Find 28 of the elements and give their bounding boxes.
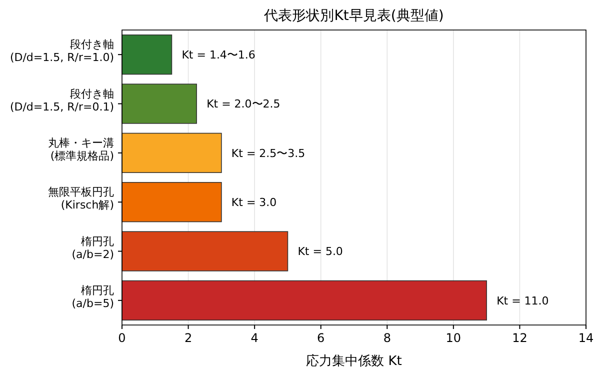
y-tick-label: 楕円孔 (a/b=5) (72, 284, 114, 310)
y-tick-label: 丸棒・キー溝 (標準規格品) (48, 136, 114, 162)
data-label: Kt = 2.0〜2.5 (206, 98, 280, 111)
x-tick-label: 6 (317, 331, 325, 345)
y-tick-label: 無限平板円孔 (Kirsch解) (48, 186, 114, 212)
bar (122, 34, 172, 75)
x-tick-label: 0 (118, 331, 126, 345)
chart-title: 代表形状別Kt早見表(典型値) (263, 8, 444, 24)
y-tick-label: 段付き軸 (D/d=1.5, R/r=0.1) (10, 87, 114, 114)
x-tick-label: 4 (250, 331, 258, 345)
bar (122, 231, 288, 272)
bar (122, 132, 222, 173)
bar (122, 280, 487, 320)
data-label: Kt = 2.5〜3.5 (231, 146, 306, 160)
x-axis-title: 応力集中係数 Kt (306, 353, 402, 369)
data-label: Kt = 5.0 (298, 245, 343, 258)
x-tick-label: 2 (184, 331, 192, 345)
bar (122, 182, 222, 222)
data-label: Kt = 3.0 (231, 196, 277, 209)
x-tick-label: 12 (512, 331, 528, 345)
x-tick-label: 14 (578, 331, 594, 345)
data-label: Kt = 11.0 (496, 294, 549, 308)
y-tick-label: 楕円孔 (a/b=2) (72, 234, 114, 261)
bar (122, 84, 197, 124)
x-tick-label: 10 (446, 331, 462, 345)
x-tick-label: 8 (383, 331, 391, 345)
y-tick-label: 段付き軸 (D/d=1.5, R/r=1.0) (10, 38, 114, 64)
data-label: Kt = 1.4〜1.6 (182, 48, 256, 62)
